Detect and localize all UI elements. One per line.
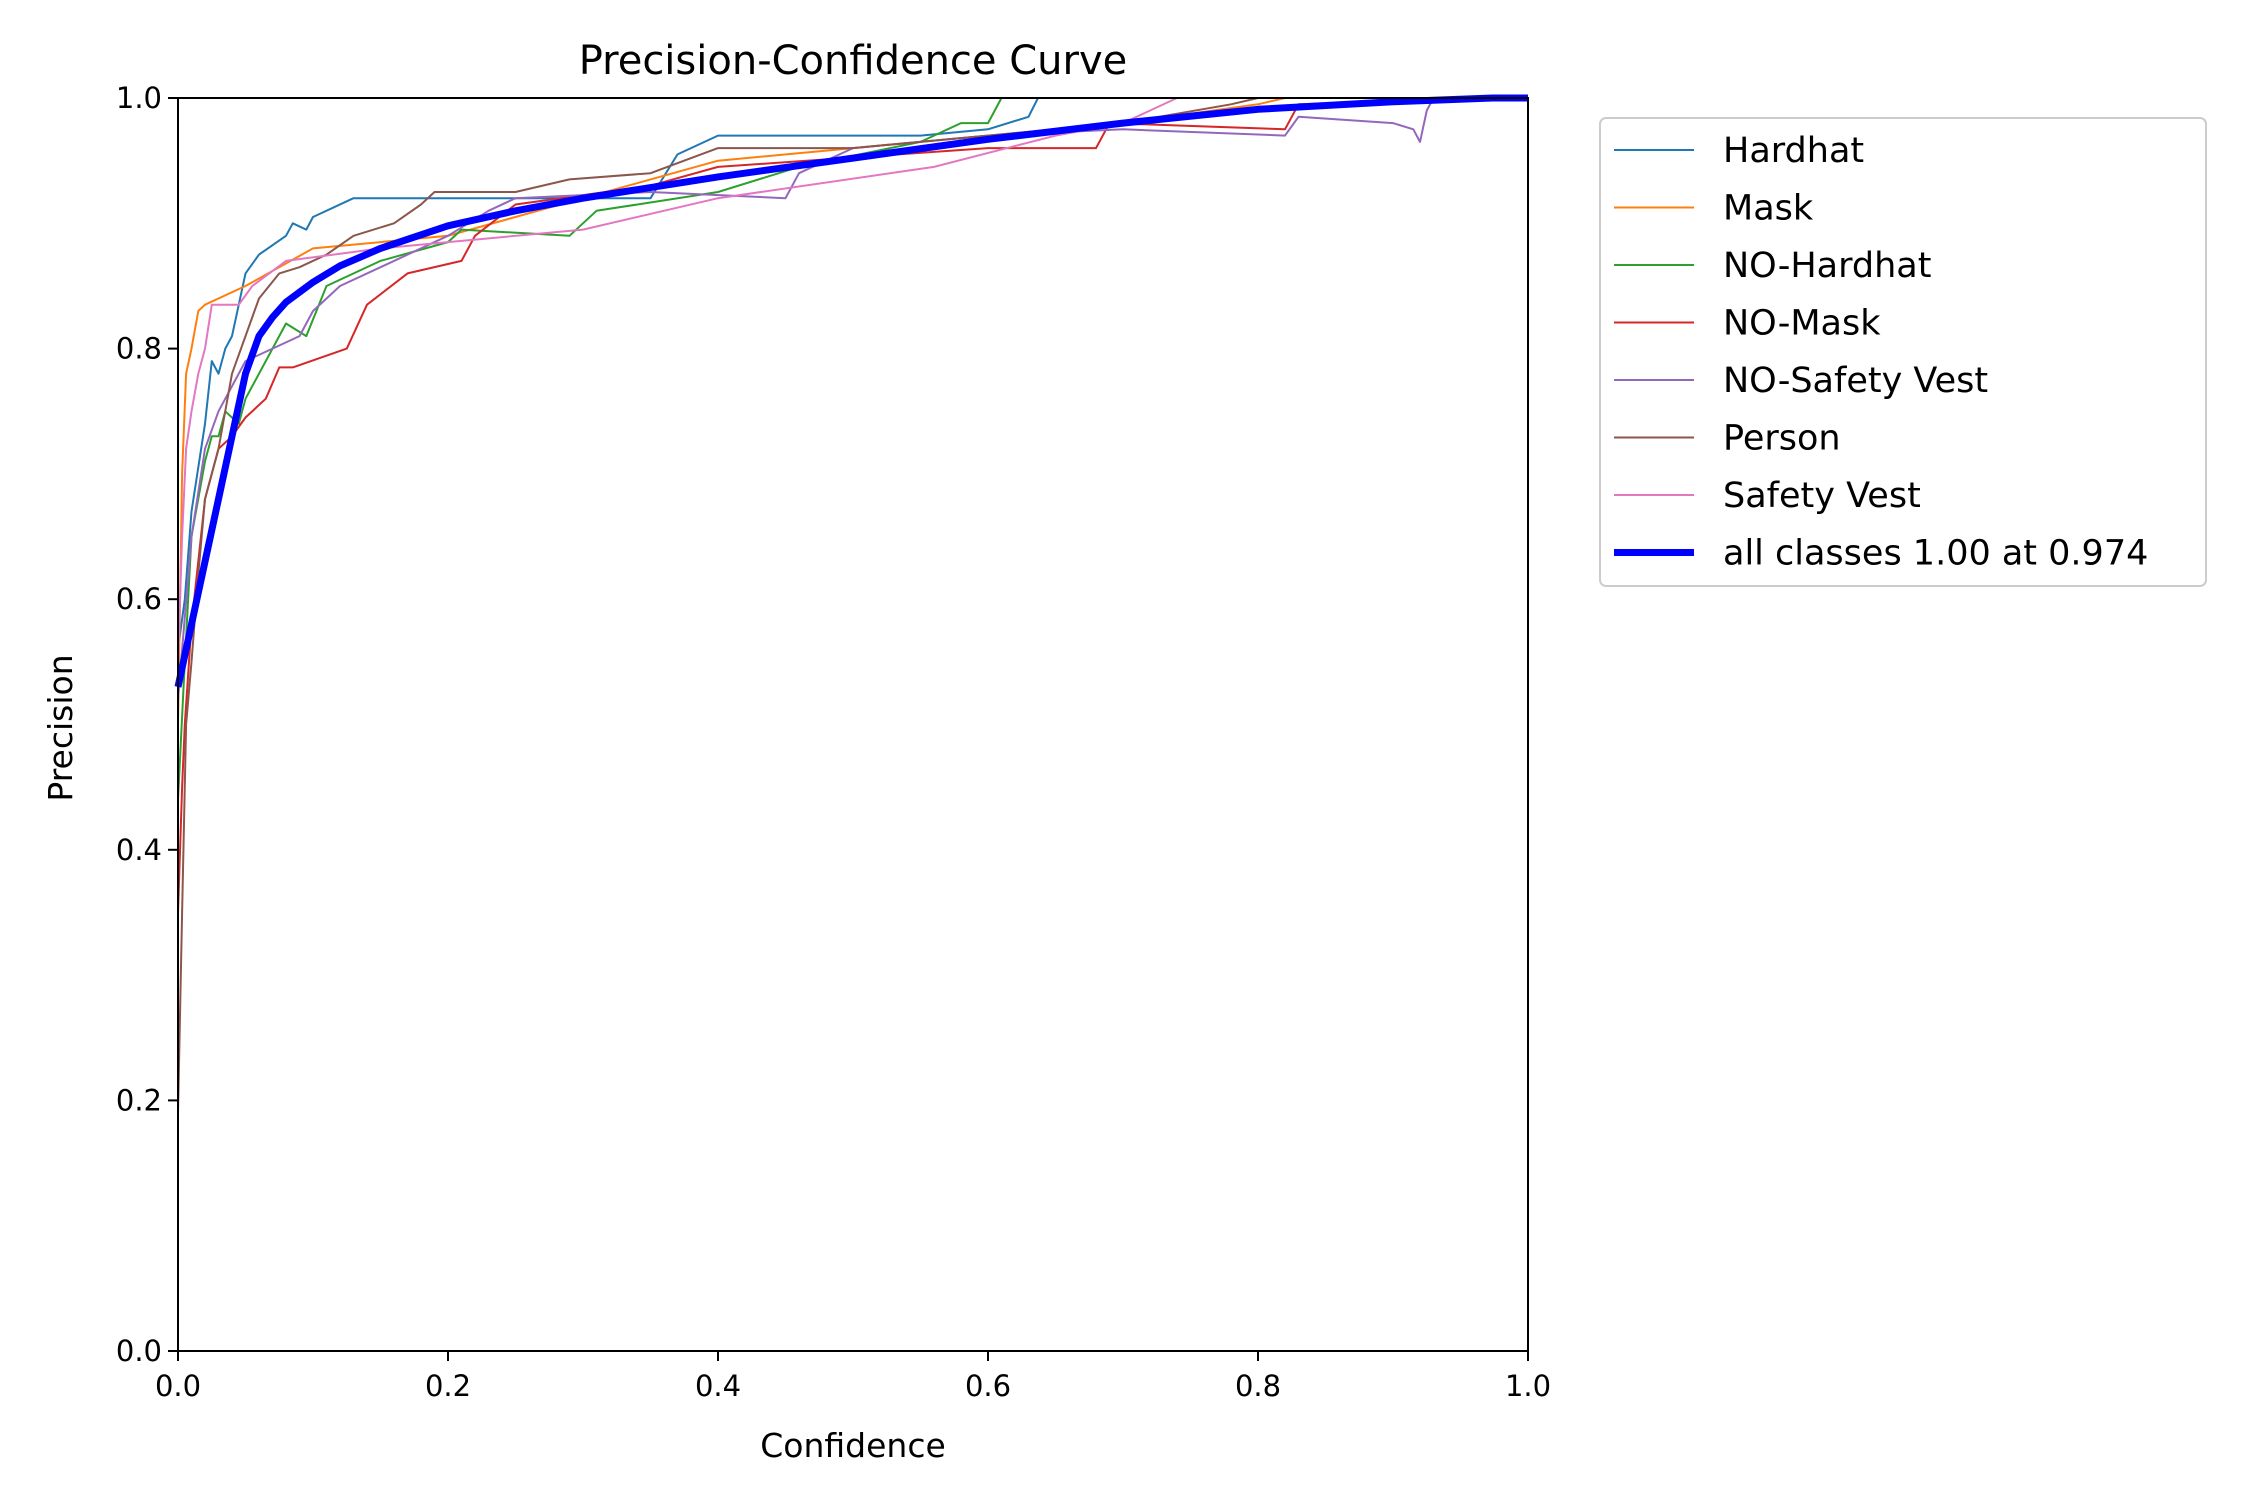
legend-label-1: Mask (1723, 189, 1814, 229)
x-tick-label: 0.8 (1235, 1369, 1281, 1403)
x-tick-label: 0.4 (695, 1369, 741, 1403)
x-tick-label: 1.0 (1505, 1369, 1551, 1403)
y-tick-label: 0.2 (116, 1083, 162, 1117)
y-tick-label: 0.4 (116, 833, 162, 867)
chart-title: Precision-Confidence Curve (579, 38, 1128, 84)
series-line-6 (177, 97, 1528, 662)
legend-label-3: NO-Mask (1723, 304, 1881, 344)
y-tick-label: 0.6 (116, 582, 162, 616)
legend-label-5: Person (1723, 419, 1841, 459)
x-tick-label: 0.2 (425, 1369, 471, 1403)
x-axis-title: Confidence (760, 1426, 946, 1465)
legend-label-7: all classes 1.00 at 0.974 (1723, 534, 2148, 574)
legend-label-4: NO-Safety Vest (1723, 361, 1988, 401)
legend-items: Hardhat Mask NO-Hardhat NO-Mask NO-Safety Ve… (1614, 131, 2148, 574)
legend: Hardhat Mask NO-Hardhat NO-Mask NO-Safety Ve… (1599, 117, 2207, 587)
legend-label-6: Safety Vest (1723, 476, 1921, 516)
legend-box (1599, 117, 2207, 587)
y-tick-label: 0.0 (116, 1334, 162, 1368)
series-line-5 (177, 97, 1528, 1113)
x-tick-label: 0.6 (965, 1369, 1011, 1403)
series-line-2 (177, 97, 1528, 800)
x-axis-ticks: 0.0 0.2 0.4 0.6 0.8 1.0 (155, 1351, 1551, 1403)
y-tick-label: 0.8 (116, 332, 162, 366)
y-axis-ticks: 0.0 0.2 0.4 0.6 0.8 1.0 (116, 81, 178, 1368)
y-tick-label: 1.0 (116, 81, 162, 115)
series-line-0 (177, 97, 1528, 650)
series-line-7 (174, 94, 1528, 688)
plot-frame (177, 97, 1529, 1352)
legend-label-0: Hardhat (1723, 131, 1864, 171)
y-axis-title: Precision (41, 654, 80, 801)
series-layer (174, 94, 1529, 1113)
x-tick-label: 0.0 (155, 1369, 201, 1403)
legend-label-2: NO-Hardhat (1723, 246, 1931, 286)
